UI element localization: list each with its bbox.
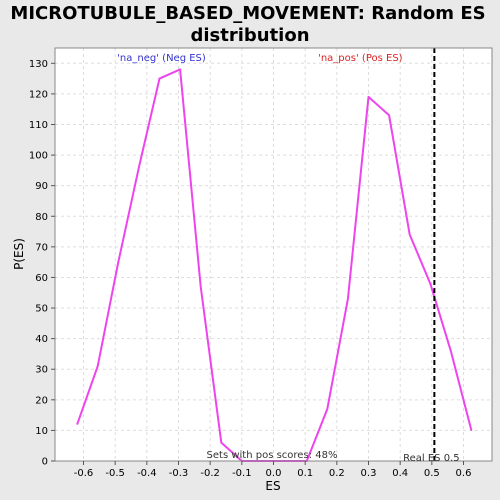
data-point [117, 261, 119, 263]
data-point [200, 286, 202, 288]
data-point [347, 298, 349, 300]
x-tick-label: -0.5 [105, 468, 125, 479]
data-point [138, 166, 140, 168]
sets-pos-scores-label: Sets with pos scores: 48% [207, 450, 338, 461]
y-tick-label: 10 [35, 426, 48, 437]
x-tick-label: 0.0 [266, 468, 282, 479]
y-tick-label: 110 [29, 120, 48, 131]
data-point [220, 442, 222, 444]
data-point [409, 234, 411, 236]
y-tick-label: 0 [42, 457, 48, 468]
x-tick-label: -0.3 [169, 468, 189, 479]
data-point [158, 77, 161, 80]
neg-es-label: 'na_neg' (Neg ES) [117, 53, 206, 64]
y-tick-label: 50 [35, 304, 48, 315]
real-es-label: Real ES 0.5 [403, 453, 459, 464]
y-tick-label: 20 [35, 395, 48, 406]
y-tick-label: 130 [29, 59, 48, 70]
x-tick-label: 0.2 [329, 468, 345, 479]
x-tick-label: -0.1 [232, 468, 252, 479]
data-point [76, 423, 78, 425]
y-tick-label: 80 [35, 212, 48, 223]
data-point [367, 96, 370, 98]
x-tick-label: -0.6 [74, 468, 94, 479]
y-axis-label: P(ES) [12, 238, 26, 270]
x-tick-label: -0.2 [200, 468, 220, 479]
data-point [429, 282, 431, 285]
y-tick-label: 90 [35, 181, 48, 192]
data-point [326, 408, 328, 410]
y-tick-label: 120 [29, 89, 48, 100]
pos-es-label: 'na_pos' (Pos ES) [318, 53, 403, 64]
data-point [470, 429, 473, 432]
grid-lines [55, 48, 492, 462]
data-point [179, 68, 181, 71]
y-tick-label: 30 [35, 365, 48, 376]
x-tick-label: 0.1 [297, 468, 313, 479]
y-tick-label: 70 [35, 242, 48, 253]
x-tick-label: 0.5 [424, 468, 440, 479]
data-point [450, 350, 452, 352]
y-tick-label: 60 [35, 273, 48, 284]
y-tick-label: 100 [29, 151, 48, 162]
data-point [97, 365, 99, 367]
chart-title-line2: distribution [190, 25, 309, 46]
x-tick-label: -0.4 [137, 468, 157, 479]
tick-layer: -0.6 -0.5 -0.4 -0.3 -0.2 -0.1 0.0 0.1 0.2 0.3 0.4 0… [29, 59, 472, 479]
x-tick-label: 0.4 [392, 468, 408, 479]
chart-title-line1: MICROTUBULE_BASED_MOVEMENT: Random ES [10, 3, 485, 24]
data-point [388, 114, 390, 116]
y-tick-label: 40 [35, 334, 48, 345]
x-axis-label: ES [265, 479, 280, 493]
x-tick-label: 0.6 [456, 468, 472, 479]
x-tick-label: 0.3 [361, 468, 377, 479]
